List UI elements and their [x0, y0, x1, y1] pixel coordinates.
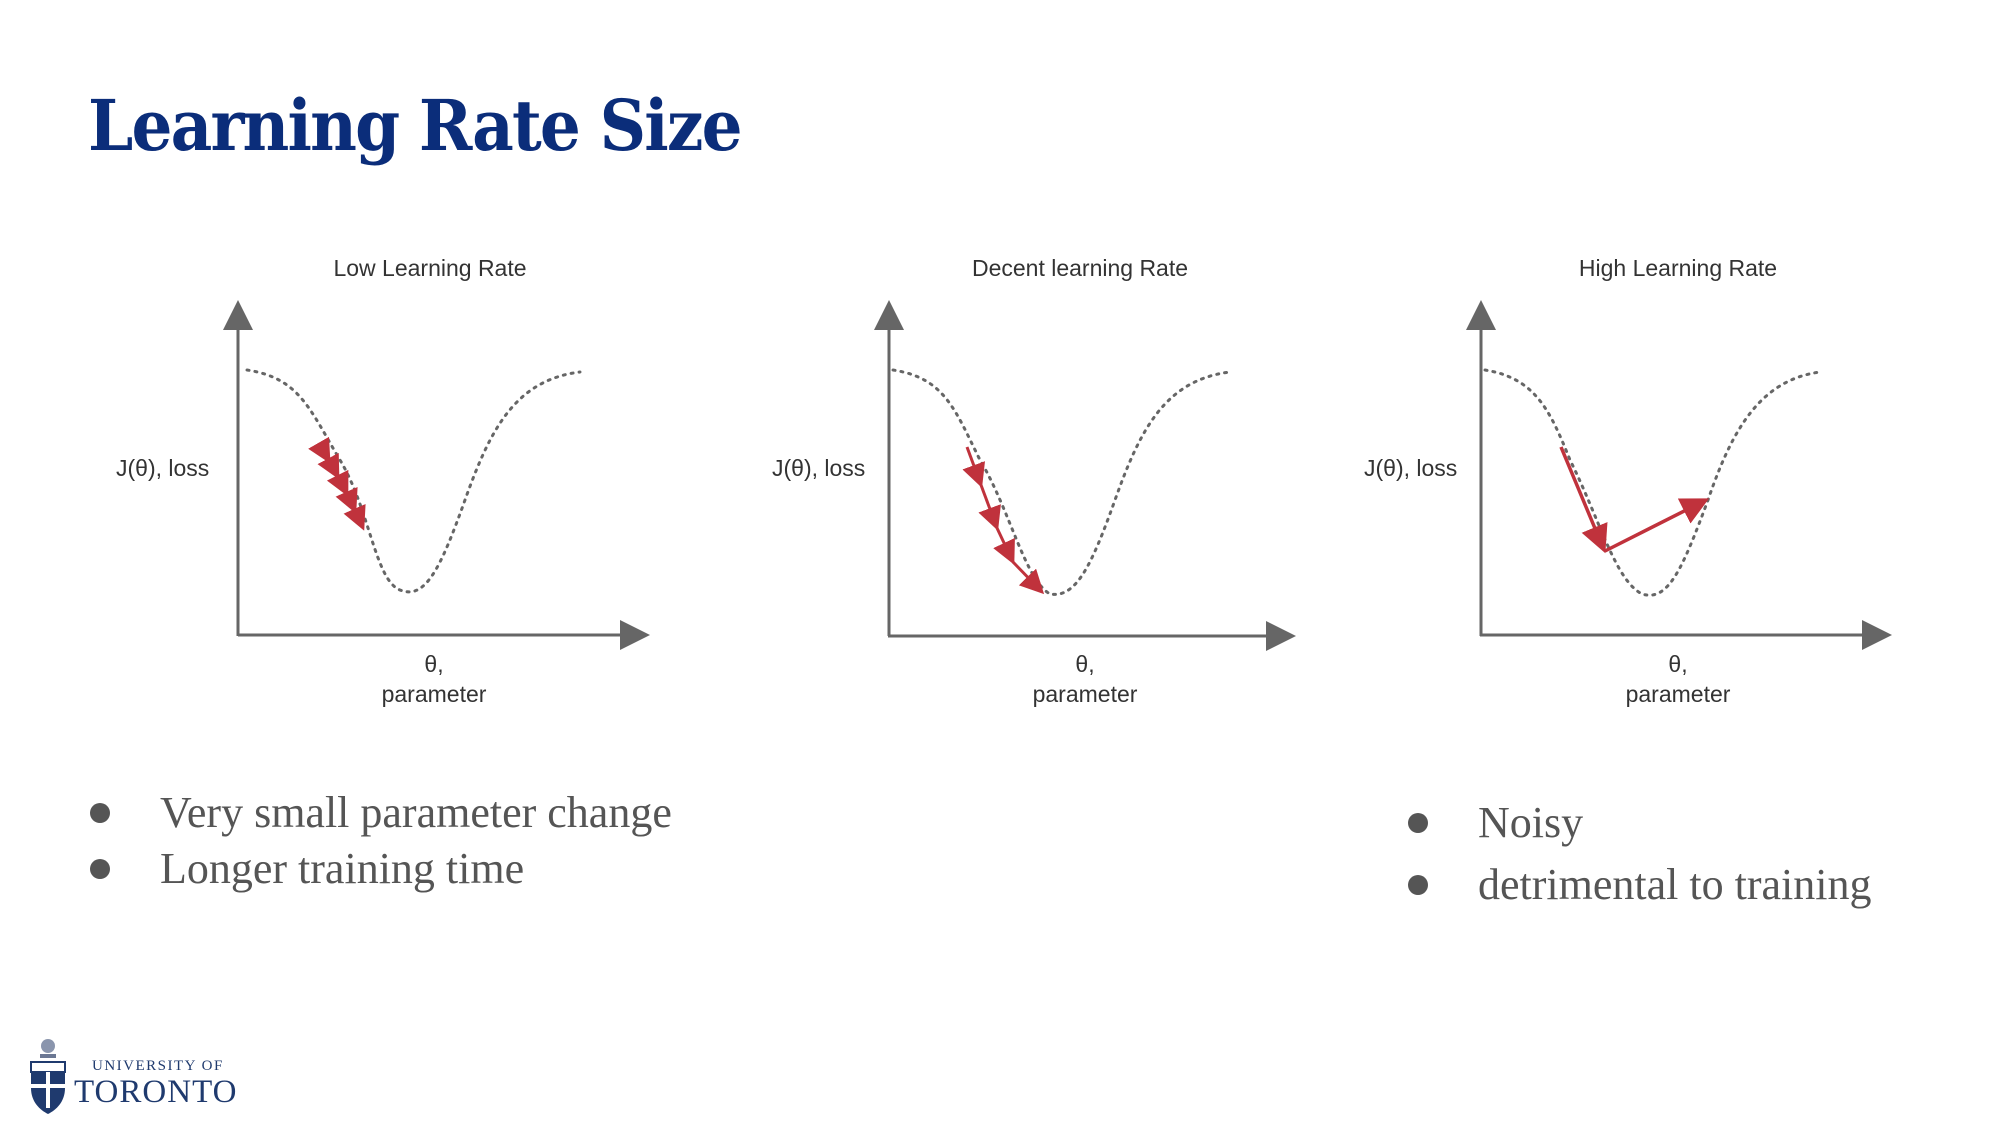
bullet-item: Noisy	[1400, 792, 1871, 854]
x-axis-label-symbol: θ,	[424, 651, 443, 677]
step-arrows	[1559, 446, 1710, 554]
y-axis-label: J(θ), loss	[1364, 455, 1457, 481]
x-axis-label: parameter	[1626, 681, 1731, 707]
chart-high-learning-rate: High Learning Rate J(θ), loss θ, paramet…	[1360, 240, 1920, 720]
university-logo: UNIVERSITY OF TORONTO	[28, 1036, 258, 1116]
low-rate-notes: Very small parameter change Longer train…	[82, 785, 672, 897]
panel-title: High Learning Rate	[1579, 255, 1777, 281]
chart-low-learning-rate: Low Learning Rate J(θ), loss θ, paramete…	[110, 240, 670, 720]
step-arrows	[308, 436, 366, 531]
bullet-item: Longer training time	[82, 841, 672, 897]
y-axis-label: J(θ), loss	[772, 455, 865, 481]
x-axis-label-symbol: θ,	[1075, 651, 1094, 677]
x-axis-label: parameter	[382, 681, 487, 707]
x-axis-label: parameter	[1033, 681, 1138, 707]
logo-line1: UNIVERSITY OF	[92, 1058, 224, 1074]
panel-title: Decent learning Rate	[972, 255, 1188, 281]
crest-icon	[30, 1039, 66, 1114]
decent-learning-rate-diagram: Decent learning Rate J(θ), loss θ, param…	[772, 255, 1296, 707]
bullet-item: Very small parameter change	[82, 785, 672, 841]
logo-line2: TORONTO	[74, 1074, 238, 1110]
slide-title: Learning Rate Size	[88, 84, 743, 167]
bullet-item: detrimental to training	[1400, 854, 1871, 916]
loss-curve	[891, 368, 1232, 596]
step-arrows	[962, 446, 1045, 595]
y-axis-label: J(θ), loss	[116, 455, 209, 481]
low-learning-rate-diagram: Low Learning Rate J(θ), loss θ, paramete…	[116, 255, 650, 707]
loss-curve	[1483, 368, 1822, 597]
panel-title: Low Learning Rate	[333, 255, 526, 281]
loss-curve	[245, 368, 582, 594]
x-axis-label-symbol: θ,	[1668, 651, 1687, 677]
chart-decent-learning-rate: Decent learning Rate J(θ), loss θ, param…	[760, 240, 1320, 720]
high-rate-notes: Noisy detrimental to training	[1400, 792, 1871, 916]
high-learning-rate-diagram: High Learning Rate J(θ), loss θ, paramet…	[1364, 255, 1892, 707]
